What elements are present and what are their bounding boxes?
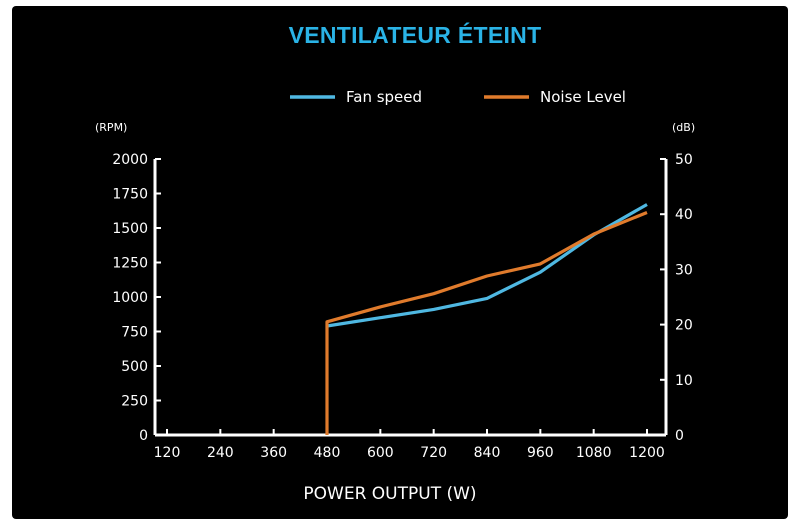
y-right-tick-label: 40 <box>675 207 693 223</box>
x-tick-label: 1080 <box>576 445 612 461</box>
y-right-tick-label: 10 <box>675 373 693 389</box>
y-right-tick-label: 0 <box>675 428 684 444</box>
y-right-tick-label: 20 <box>675 318 693 334</box>
y-left-tick-label: 1250 <box>112 256 148 272</box>
y-left-tick-label: 250 <box>121 394 148 410</box>
noise-level-legend-label: Noise Level <box>540 88 626 106</box>
fan-speed-legend-label: Fan speed <box>346 88 422 106</box>
series-lines <box>325 203 648 436</box>
chart-frame: VENTILATEUR ÉTEINT Fan speed Noise Level … <box>12 6 788 519</box>
chart-title: VENTILATEUR ÉTEINT <box>289 21 542 48</box>
y-left-tick-label: 1750 <box>112 187 148 203</box>
y-left-tick-label: 2000 <box>112 152 148 168</box>
x-tick-label: 600 <box>367 445 394 461</box>
left-axis-unit: (RPM) <box>95 121 127 134</box>
axes: 0 250 500 750 1000 1250 1500 1750 2000 0 10 20 30 40 5… <box>112 152 692 461</box>
y-right-tick-label: 30 <box>675 262 693 278</box>
x-tick-label: 120 <box>154 445 181 461</box>
x-tick-label: 360 <box>260 445 287 461</box>
right-axis-unit: (dB) <box>672 121 695 134</box>
y-left-tick-label: 500 <box>121 359 148 375</box>
y-left-tick-label: 750 <box>121 325 148 341</box>
x-tick-label: 480 <box>314 445 341 461</box>
y-right-tick-label: 50 <box>675 152 693 168</box>
y-left-tick-label: 1000 <box>112 290 148 306</box>
x-tick-label: 840 <box>474 445 501 461</box>
x-tick-label: 960 <box>527 445 554 461</box>
legend: Fan speed Noise Level <box>290 88 626 106</box>
y-left-tick-label: 1500 <box>112 221 148 237</box>
x-tick-label: 240 <box>207 445 234 461</box>
line-chart: VENTILATEUR ÉTEINT Fan speed Noise Level … <box>95 21 695 504</box>
x-tick-label: 720 <box>420 445 447 461</box>
noise-level-line <box>325 211 648 435</box>
x-tick-label: 1200 <box>629 445 665 461</box>
y-left-tick-label: 0 <box>139 428 148 444</box>
x-axis-label: POWER OUTPUT (W) <box>303 484 476 504</box>
